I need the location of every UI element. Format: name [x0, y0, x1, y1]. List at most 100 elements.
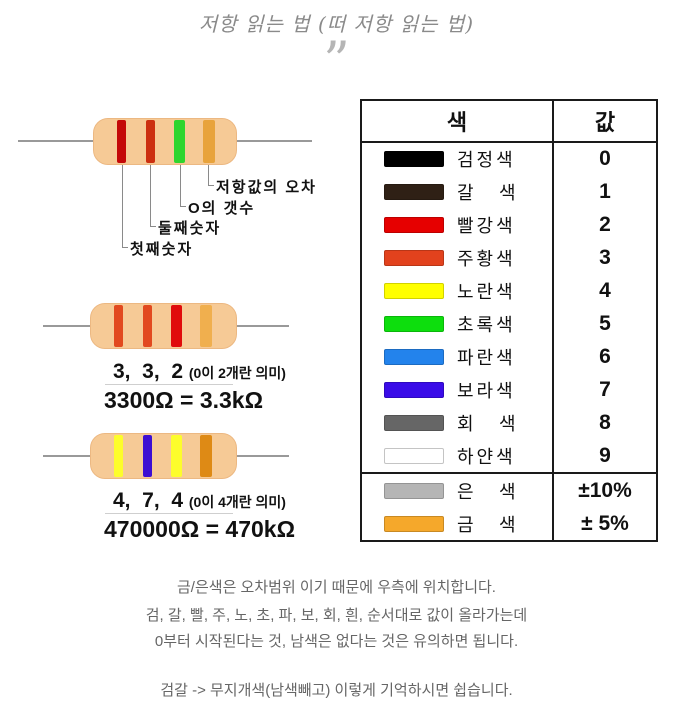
- color-name-label: 보라색: [457, 380, 516, 401]
- color-name-label: 빨강색: [457, 216, 516, 237]
- color-swatch: [384, 283, 444, 300]
- digits-3300: 3, 3, 2 (0이 2개란 의미): [113, 360, 286, 384]
- color-swatch: [384, 217, 444, 234]
- note-line: 검, 갈, 빨, 주, 노, 초, 파, 보, 회, 흰, 순서대로 값이 올라…: [145, 607, 528, 624]
- table-row: 회 색 8: [362, 406, 656, 440]
- color-swatch: [384, 151, 444, 168]
- color-name-label: 노란색: [457, 282, 516, 303]
- resistor-band: [114, 435, 123, 477]
- resistor-band: [143, 305, 152, 347]
- page-title: 저항 읽는 법 (떠 저항 읽는 법): [198, 12, 475, 36]
- digits-value: 3, 3, 2: [113, 360, 189, 383]
- table-cell-color: 검정색: [362, 143, 552, 176]
- table-row: 은 색 ±10%: [362, 472, 656, 508]
- table-header-value: 값: [552, 101, 656, 141]
- color-name-label: 갈 색: [457, 183, 519, 204]
- color-name-label: 회 색: [457, 413, 519, 434]
- table-cell-color: 초록색: [362, 308, 552, 341]
- color-swatch: [384, 515, 444, 532]
- color-swatch: [384, 414, 444, 431]
- table-cell-value: 2: [552, 208, 656, 242]
- table-row: 주황색 3: [362, 241, 656, 275]
- resistor-bands: [93, 118, 237, 165]
- table-cell-value: 9: [552, 439, 656, 473]
- table-body: 검정색 0 갈 색 1 빨강색 2 주황색 3 노란색 4 초록색 5 파란색 6 보라색 7 회 색 8 하얀색 9…: [362, 143, 656, 541]
- digits-value: 4, 7, 4: [113, 489, 189, 512]
- leader-hook: [180, 206, 186, 207]
- resistor-bands: [90, 303, 237, 349]
- table-row: 초록색 5: [362, 307, 656, 341]
- digits-470k: 4, 7, 4 (0이 4개란 의미): [113, 489, 286, 513]
- color-name-label: 은 색: [457, 481, 519, 502]
- color-name-label: 주황색: [457, 249, 516, 270]
- resistor-3300-ohm: [90, 303, 237, 349]
- leader-hook: [150, 226, 156, 227]
- table-row: 노란색 4: [362, 274, 656, 308]
- callout-second-digit: 둘째숫자: [158, 220, 222, 237]
- table-cell-value: 7: [552, 373, 656, 407]
- color-name-label: 파란색: [457, 347, 516, 368]
- leader-line: [180, 165, 181, 207]
- table-cell-color: 은 색: [362, 474, 552, 507]
- resistor-band: [117, 120, 126, 163]
- note-line: 0부터 시작된다는 것, 남색은 없다는 것은 유의하면 됩니다.: [154, 633, 519, 650]
- note-line: 금/은색은 오차범위 이기 때문에 우측에 위치합니다.: [177, 579, 496, 596]
- color-name-label: 검정색: [457, 150, 516, 171]
- table-cell-value: 8: [552, 406, 656, 440]
- table-cell-value: 0: [552, 143, 656, 176]
- resistor-470k-ohm: [90, 433, 237, 479]
- color-swatch: [384, 482, 444, 499]
- color-name-label: 하얀색: [457, 446, 516, 467]
- equation-3300: 3300Ω = 3.3kΩ: [104, 387, 264, 413]
- callout-first-digit: 첫째숫자: [130, 241, 194, 258]
- leader-line: [150, 165, 151, 227]
- color-swatch: [384, 316, 444, 333]
- table-cell-value: 6: [552, 340, 656, 374]
- digits-note: (0이 4개란 의미): [188, 494, 286, 510]
- note-line: 검갈 -> 무지개색(남색빼고) 이렇게 기억하시면 쉽습니다.: [160, 682, 513, 699]
- table-row: 갈 색 1: [362, 175, 656, 209]
- table-cell-color: 보라색: [362, 373, 552, 406]
- color-swatch: [384, 184, 444, 201]
- leader-line: [122, 165, 123, 248]
- resistor-band: [114, 305, 123, 347]
- digits-note: (0이 2개란 의미): [188, 365, 286, 381]
- color-swatch: [384, 348, 444, 365]
- table-row: 하얀색 9: [362, 439, 656, 473]
- table-cell-color: 주황색: [362, 242, 552, 275]
- table-cell-value: ±10%: [552, 474, 656, 508]
- table-row: 파란색 6: [362, 340, 656, 374]
- table-header-row: 색 값: [362, 101, 656, 143]
- table-row: 금 색 ± 5%: [362, 507, 656, 541]
- table-header-color: 색: [446, 110, 468, 135]
- table-row: 빨강색 2: [362, 208, 656, 242]
- resistor-labeled-example: [93, 118, 237, 165]
- table-cell-value: 4: [552, 274, 656, 308]
- table-cell-color: 회 색: [362, 406, 552, 439]
- resistor-band: [171, 435, 182, 477]
- table-cell-value: 3: [552, 241, 656, 275]
- table-cell-value: 1: [552, 175, 656, 209]
- color-swatch: [384, 250, 444, 267]
- callout-tolerance: 저항값의 오차: [216, 179, 317, 196]
- table-row: 검정색 0: [362, 143, 656, 176]
- resistor-bands: [90, 433, 237, 479]
- resistor-band: [200, 305, 212, 347]
- table-cell-color: 파란색: [362, 341, 552, 374]
- color-swatch: [384, 381, 444, 398]
- divider-line: [105, 384, 233, 385]
- table-row: 보라색 7: [362, 373, 656, 407]
- equation-470k: 470000Ω = 470kΩ: [104, 516, 296, 542]
- color-swatch: [384, 447, 444, 464]
- resistor-band: [174, 120, 185, 163]
- table-cell-color: 하얀색: [362, 439, 552, 472]
- table-cell-value: 5: [552, 307, 656, 341]
- table-cell-color: 노란색: [362, 275, 552, 308]
- leader-line: [208, 165, 209, 186]
- table-cell-value: ± 5%: [552, 507, 656, 541]
- color-code-table: 색 값 검정색 0 갈 색 1 빨강색 2 주황색 3 노란색 4 초록색 5 파란색 6 보라색 7 회 색 8…: [360, 99, 658, 542]
- table-cell-color: 빨강색: [362, 209, 552, 242]
- table-cell-color: 금 색: [362, 507, 552, 540]
- color-name-label: 초록색: [457, 315, 516, 336]
